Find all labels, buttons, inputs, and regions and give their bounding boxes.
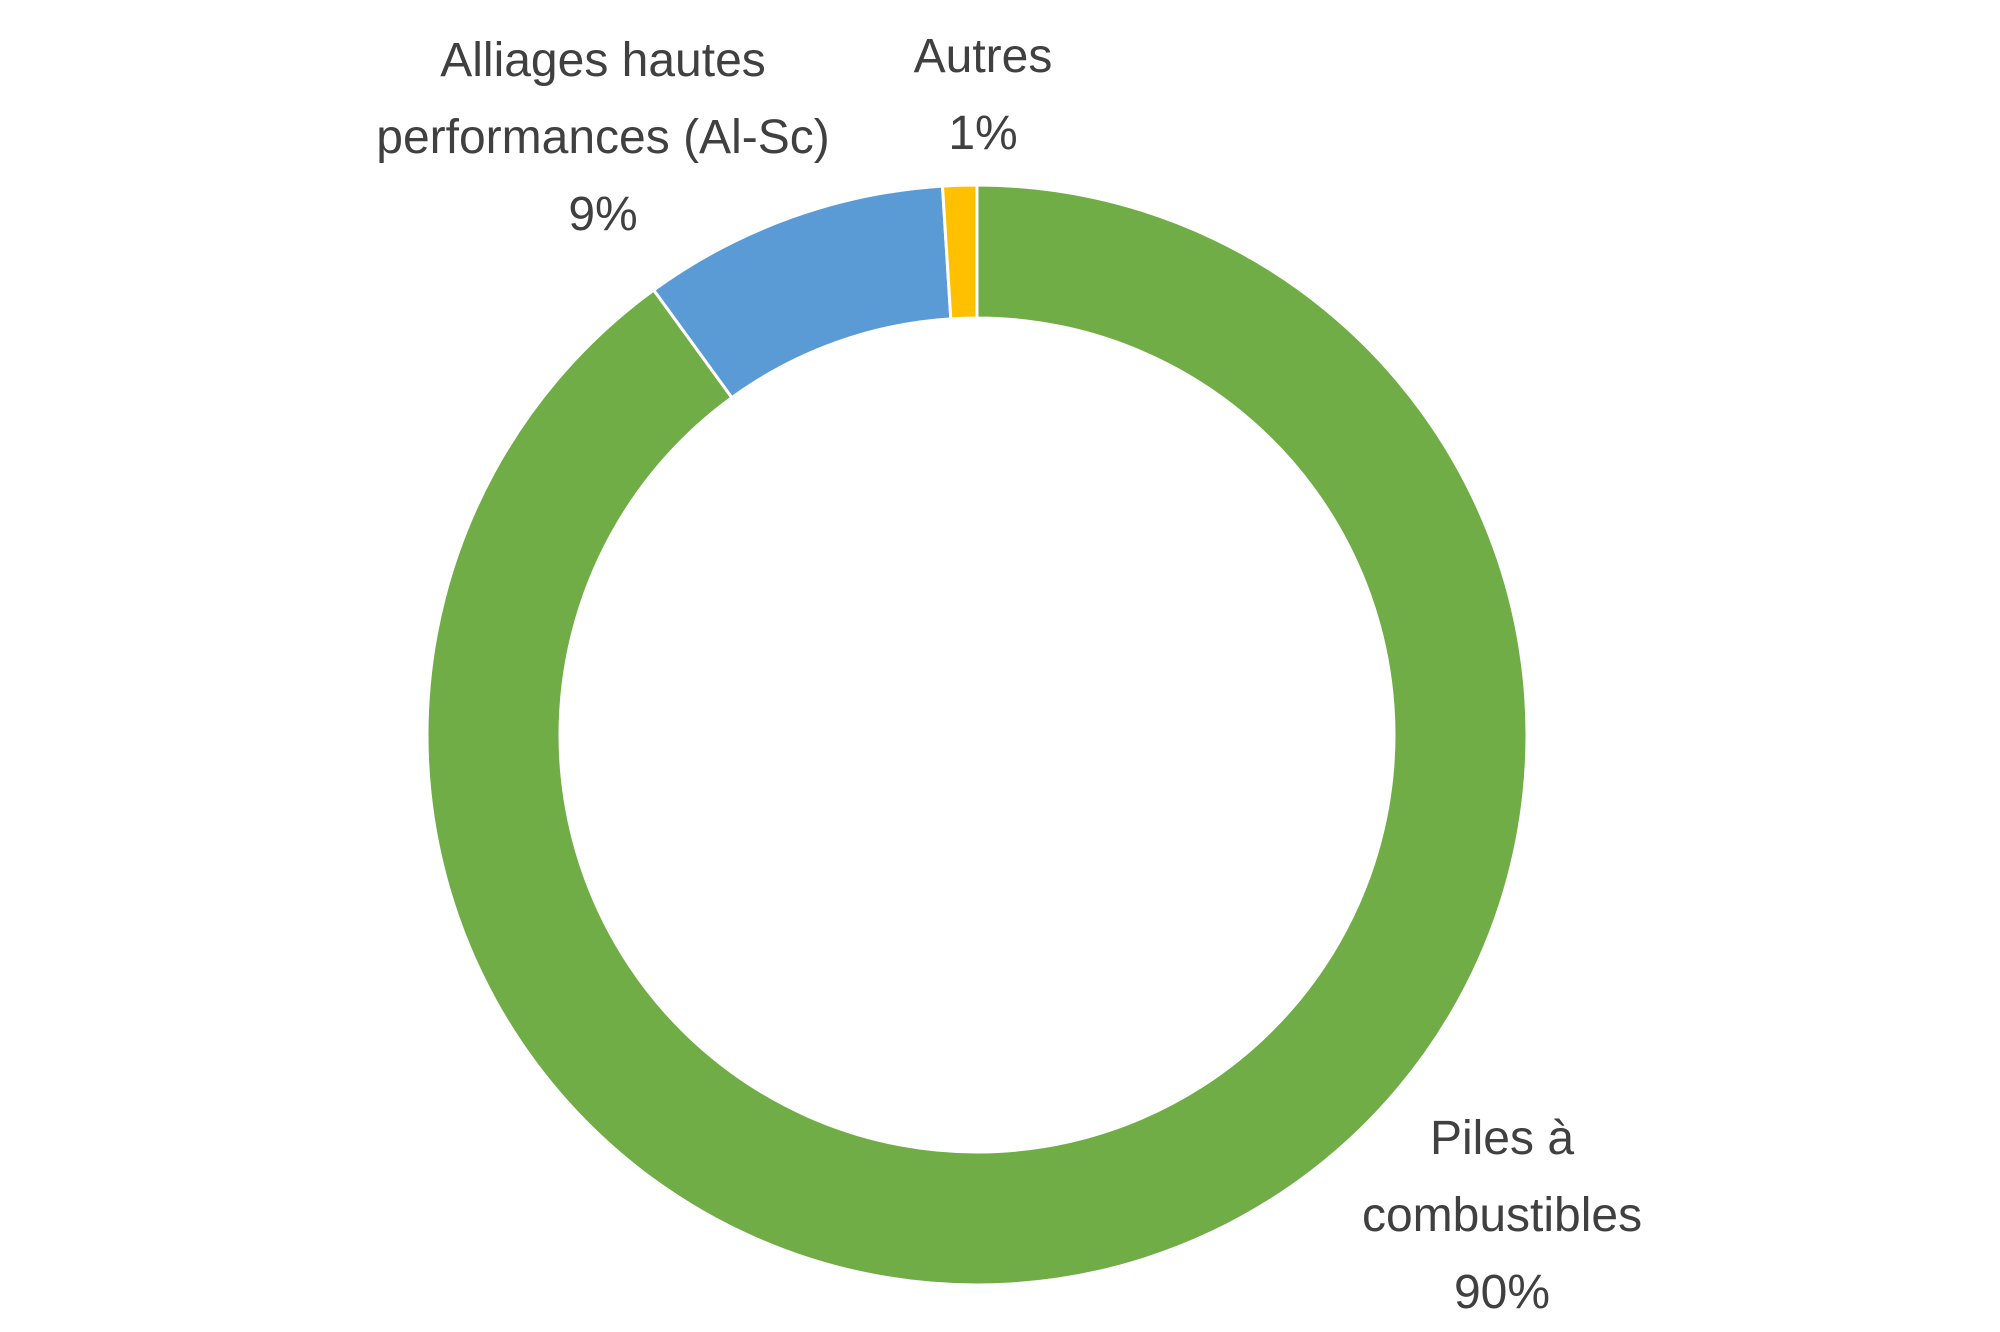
data-label: Alliages hautes performances (Al-Sc) 9% <box>323 22 883 253</box>
data-label: Autres 1% <box>833 18 1133 172</box>
category-label: Alliages hautes performances (Al-Sc) <box>376 34 830 164</box>
donut-segment <box>940 183 979 321</box>
category-label: Piles à combustibles <box>1361 1112 1643 1242</box>
value-label: 1% <box>948 107 1018 160</box>
donut-segment <box>425 183 1529 1287</box>
value-label: 90% <box>1453 1266 1551 1319</box>
category-label: Autres <box>913 30 1053 83</box>
data-label: Piles à combustibles 90% <box>1332 1100 1672 1331</box>
value-label: 9% <box>568 188 638 241</box>
